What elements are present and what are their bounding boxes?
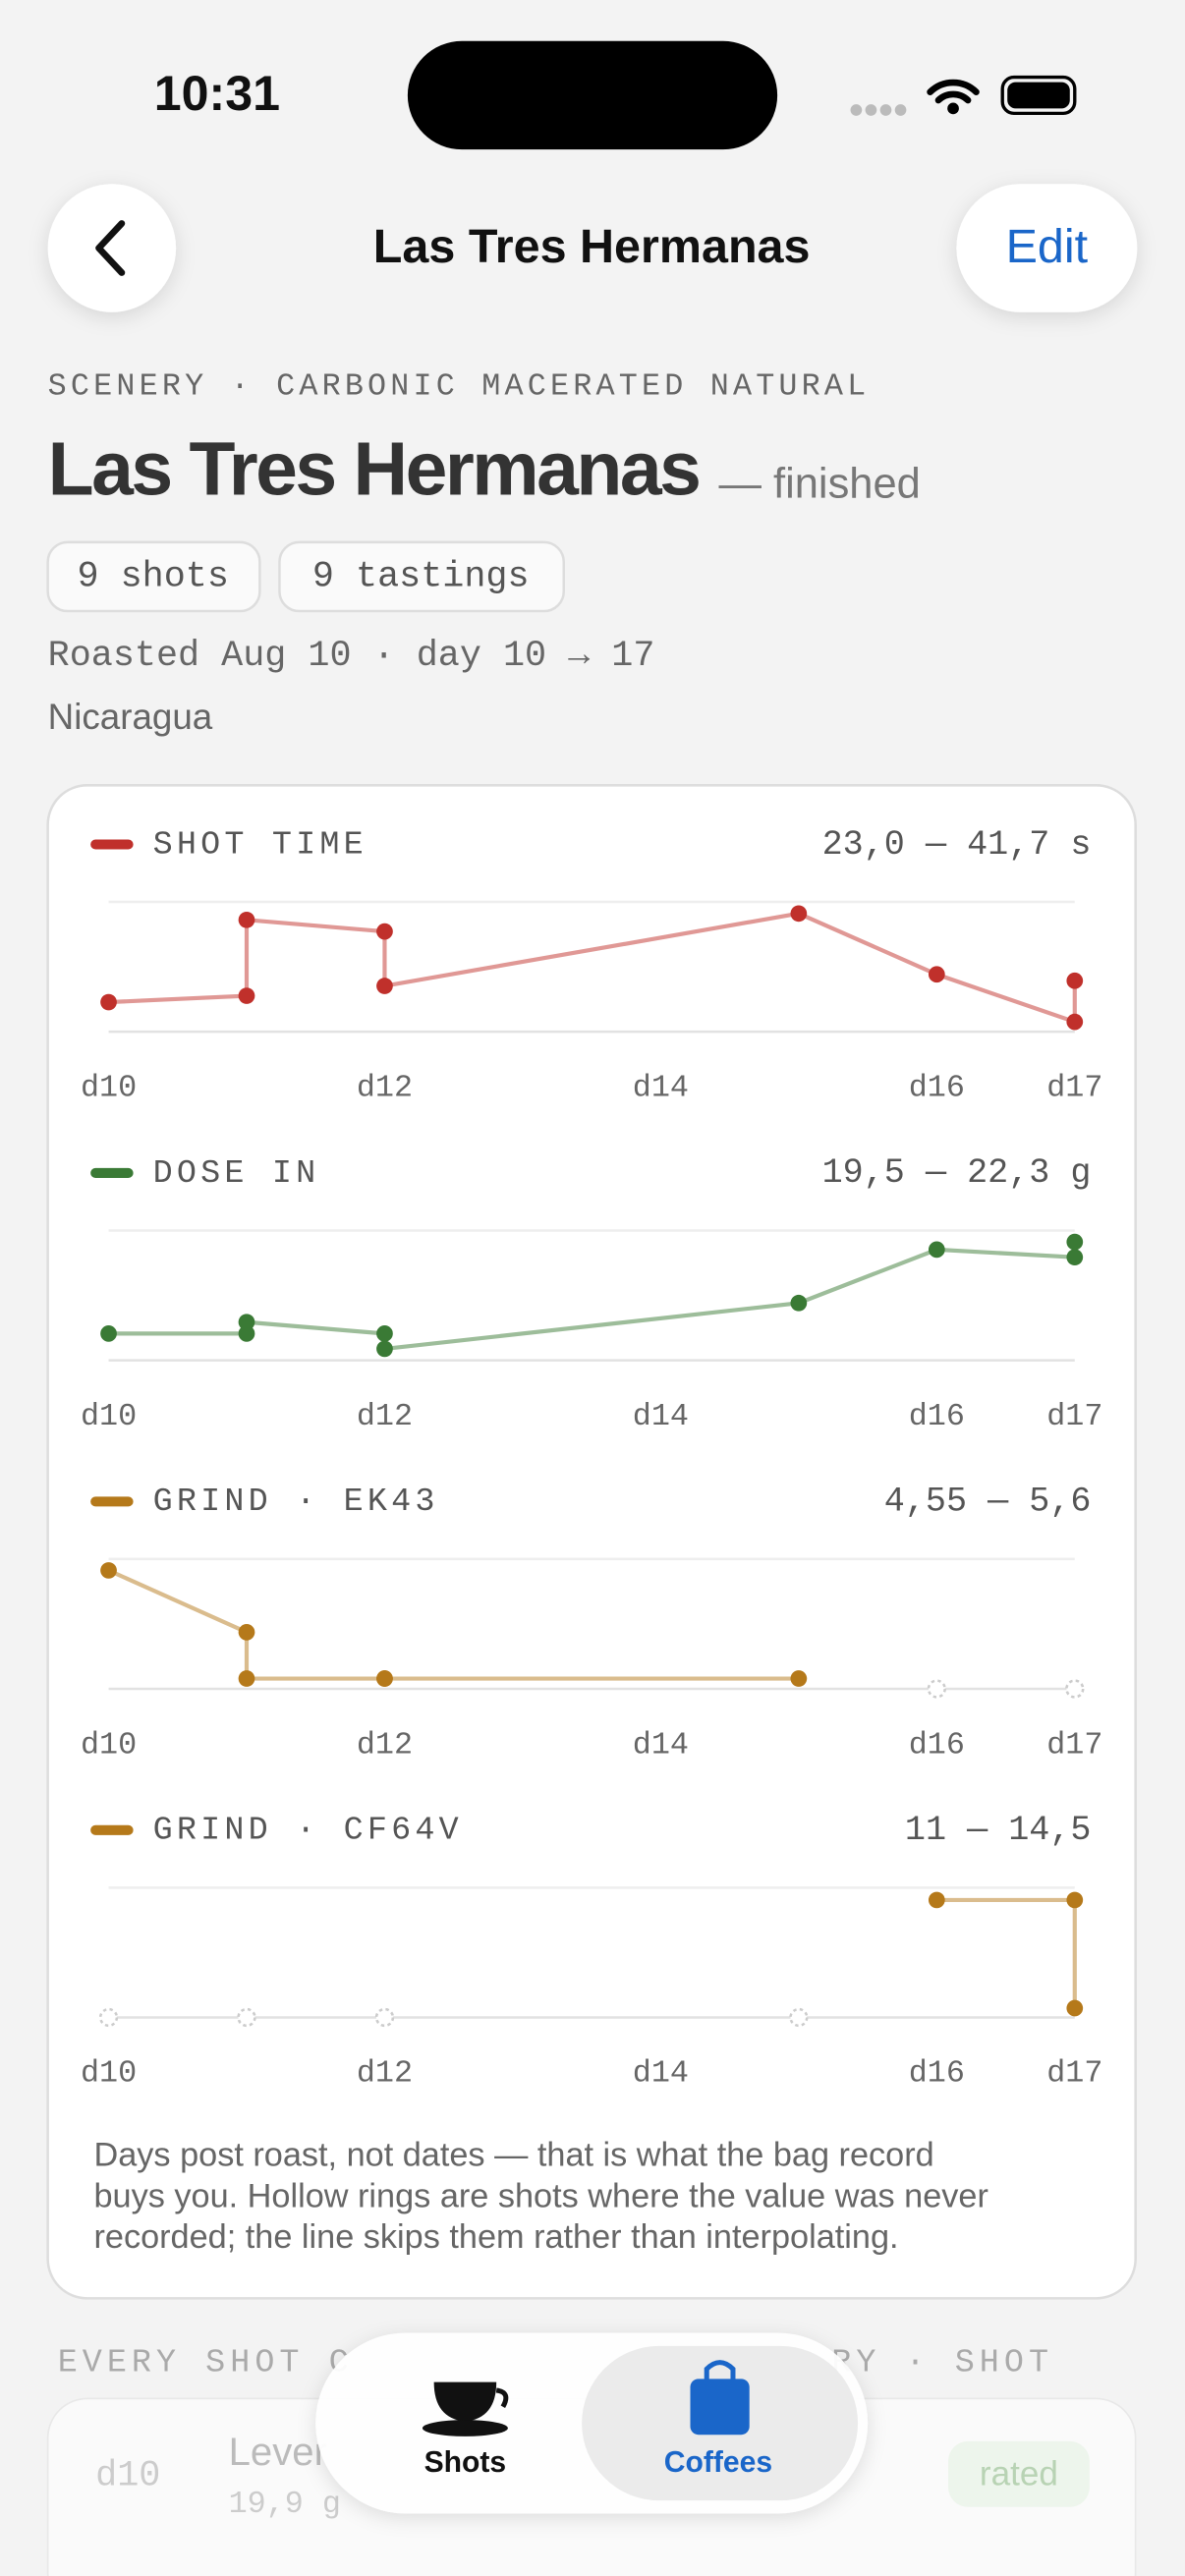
wifi [927,79,980,104]
x-tick-label: d10 [81,2056,137,2092]
range-label: 19,5 — 22,3 g [822,1153,1092,1193]
signal [850,104,907,116]
range-label: 11 — 14,5 [905,1811,1092,1850]
point [238,987,255,1004]
x-tick-label: d16 [909,1727,965,1763]
tab-label[interactable]: Coffees [664,2446,772,2479]
row-day: d10 [95,2456,160,2497]
chart-title: DOSE IN [153,1155,320,1193]
x-tick-label: d14 [633,1399,689,1434]
missing-ring [1065,1679,1085,1699]
point [1066,1233,1084,1251]
point [790,1294,808,1312]
edit-label: Edit [1006,220,1089,273]
battery [1000,75,1077,116]
point [1066,1013,1084,1031]
point [376,1670,393,1687]
row-name: Lever [229,2430,327,2474]
x-tick-label: d12 [357,1727,413,1763]
point [1066,1999,1084,2017]
point [238,1325,255,1342]
chart-title: SHOT TIME [153,826,367,864]
wifi-dot [947,102,959,115]
x-tick-label: d17 [1046,1399,1102,1434]
list-header: EVERY SHOT C [58,2344,354,2381]
tab-label[interactable]: Shots [424,2446,507,2479]
kicker: SCENERY · CARBONIC MACERATED NATURAL [48,368,871,404]
x-tick-label: d14 [633,2056,689,2092]
point [376,1325,393,1342]
range-label: 4,55 — 5,6 [884,1483,1092,1522]
missing-ring [237,2007,256,2028]
shots-icon [422,2381,509,2436]
point [238,1314,255,1331]
note-line: recorded; the line skips them rather tha… [93,2218,898,2256]
x-tick-label: d16 [909,2056,965,2092]
x-tick-label: d17 [1046,1727,1102,1763]
back-button[interactable] [47,184,177,312]
point [928,1241,945,1259]
point [100,993,117,1011]
status-pill [948,2440,1090,2507]
missing-ring [374,2007,395,2028]
x-tick-label: d10 [81,1727,137,1763]
point [376,1340,393,1358]
row-status: rated [980,2454,1058,2492]
pill [278,540,565,613]
charts: SHOT TIME 23,0 — 41,7 s d10 d12 d14 d16 d17 DOS… [81,825,1102,2092]
note-line: buys you. Hollow rings are shots where t… [93,2177,988,2214]
point [928,1891,945,1909]
point [100,1325,117,1342]
nav-title: Las Tres Hermanas [373,220,811,273]
x-tick-label: d17 [1046,1070,1102,1105]
range-label: 23,0 — 41,7 s [822,825,1092,865]
x-tick-label: d17 [1046,2056,1102,2092]
list-header: RY · SHOT [831,2344,1053,2381]
point [1066,972,1084,989]
point [238,911,255,928]
x-tick-label: d10 [81,1070,137,1105]
origin: Nicaragua [48,697,213,737]
point [790,905,808,923]
point [928,966,945,983]
roasted: Roasted Aug 10 · day 10 → 17 [48,636,655,677]
point [790,1670,808,1687]
pill-label: 9 shots [77,557,228,598]
chart-title: GRIND · CF64V [153,1813,463,1850]
point [100,1562,117,1579]
chart-card [46,784,1137,2300]
x-tick-label: d14 [633,1070,689,1105]
point [376,923,393,940]
x-tick-label: d10 [81,1399,137,1434]
point [1066,1249,1084,1266]
missing-ring [927,1679,946,1699]
x-tick-label: d12 [357,1399,413,1434]
point [1066,1891,1084,1909]
point [376,978,393,994]
x-tick-label: d12 [357,2056,413,2092]
x-tick-label: d16 [909,1070,965,1105]
coffees-icon [690,2360,750,2436]
status-time: 10:31 [154,66,280,121]
edit-button[interactable] [956,184,1138,312]
battery-level [1007,82,1070,109]
x-tick-label: d14 [633,1727,689,1763]
point [238,1670,255,1687]
x-tick-label: d16 [909,1399,965,1434]
coffee-state: — finished [718,460,920,507]
point [238,1623,255,1641]
note-line: Days post roast, not dates — that is wha… [93,2137,933,2174]
row-detail: 19,9 g [229,2487,341,2522]
pill-label: 9 tastings [312,557,530,598]
back-icon [95,220,126,276]
chart-title: GRIND · EK43 [153,1484,439,1521]
pill [46,540,261,613]
coffee-title: Las Tres Hermanas [48,427,700,512]
dynamic-island [407,40,778,150]
missing-ring [98,2007,119,2028]
missing-ring [789,2007,809,2028]
x-tick-label: d12 [357,1070,413,1105]
